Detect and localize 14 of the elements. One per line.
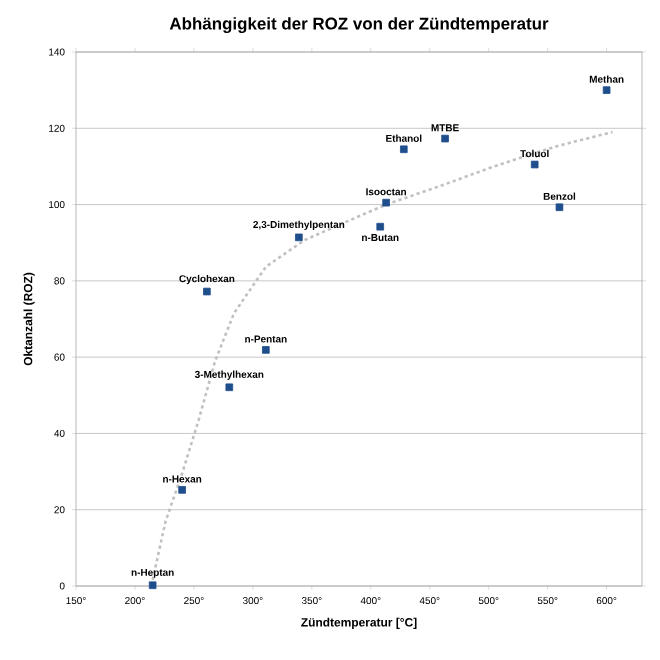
point	[148, 581, 157, 590]
point	[262, 346, 270, 354]
point	[295, 233, 303, 242]
point	[178, 486, 186, 494]
point	[400, 145, 408, 154]
point	[225, 383, 234, 392]
point	[382, 198, 390, 207]
point	[441, 134, 449, 143]
point	[602, 86, 611, 94]
point	[530, 160, 539, 169]
point	[203, 287, 211, 296]
chart-title: Abhängigkeit der ROZ von der Zündtemperatur	[169, 17, 549, 33]
point	[376, 222, 385, 231]
point	[555, 203, 564, 212]
